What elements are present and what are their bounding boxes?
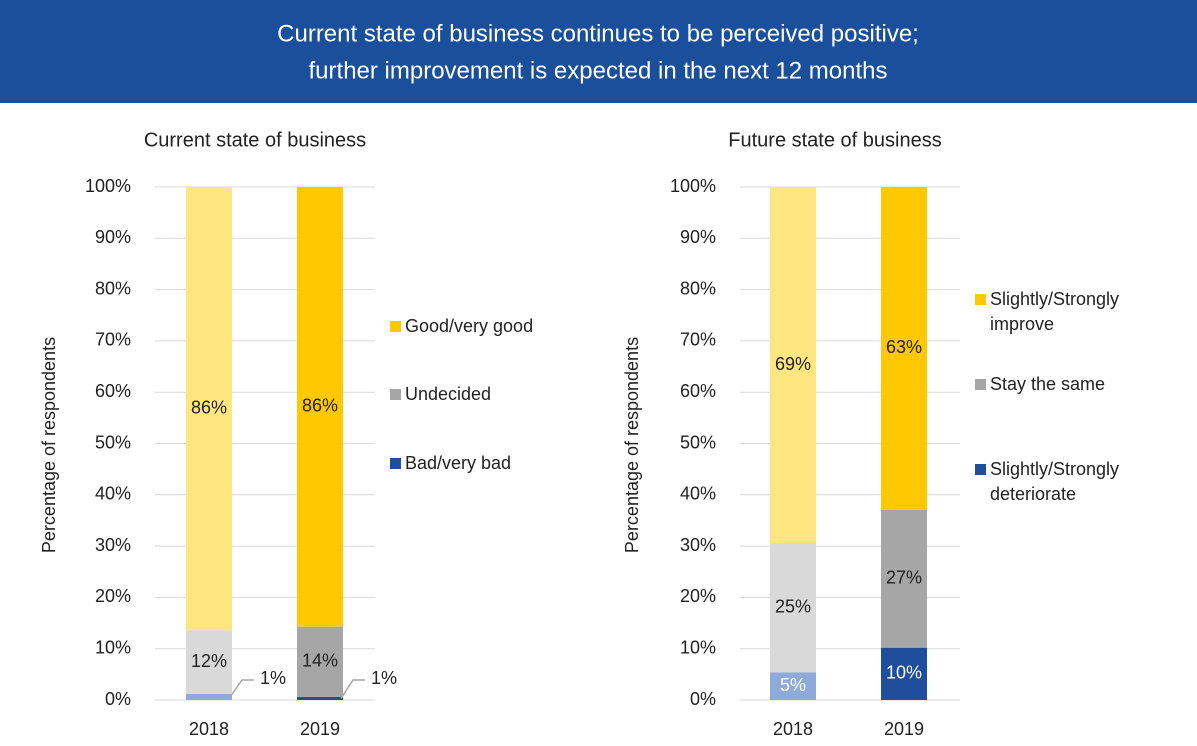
bar-segment — [186, 187, 232, 631]
header-title: Current state of business continues to b… — [277, 20, 919, 47]
chart-title: Future state of business — [728, 129, 941, 151]
bar-segment — [770, 672, 816, 700]
value-label: 86% — [191, 397, 227, 417]
bar-segment — [881, 647, 927, 700]
bar-segment — [770, 187, 816, 544]
legend-item: Bad/very bad — [390, 451, 590, 476]
value-label: 5% — [780, 675, 806, 695]
y-tick-label: 30% — [95, 535, 131, 555]
legend-item: Slightly/Strongly deteriorate — [975, 457, 1150, 507]
bar-segment — [297, 696, 343, 700]
bar-segment — [881, 187, 927, 510]
header-band — [0, 0, 1197, 103]
y-tick-label: 80% — [680, 278, 716, 298]
y-tick-label: 70% — [680, 330, 716, 350]
legend-item: Undecided — [390, 382, 590, 407]
header-title: further improvement is expected in the n… — [309, 57, 888, 84]
legend-label: Good/very good — [405, 316, 534, 336]
y-tick-label: 30% — [680, 535, 716, 555]
y-tick-label: 10% — [95, 637, 131, 657]
y-tick-label: 20% — [95, 586, 131, 606]
y-tick-label: 90% — [680, 227, 716, 247]
y-axis-label: Percentage of respondents — [39, 337, 59, 553]
legend-label: Slightly/Strongly improve — [990, 289, 1120, 334]
y-tick-label: 40% — [680, 484, 716, 504]
legend-item: Stay the same — [975, 372, 1150, 397]
value-label: 63% — [886, 337, 922, 357]
x-tick-label: 2019 — [300, 719, 340, 739]
value-label: 1% — [371, 668, 397, 688]
y-tick-label: 80% — [95, 278, 131, 298]
y-tick-label: 70% — [95, 330, 131, 350]
legend-item: Slightly/Strongly improve — [975, 287, 1150, 337]
bar-segment — [297, 626, 343, 697]
y-tick-label: 10% — [680, 637, 716, 657]
y-tick-label: 100% — [670, 176, 716, 196]
y-tick-label: 40% — [95, 484, 131, 504]
y-tick-label: 0% — [105, 689, 131, 709]
value-label: 27% — [886, 567, 922, 587]
y-tick-label: 60% — [680, 381, 716, 401]
legend-item: Good/very good — [390, 314, 590, 339]
value-label: 10% — [886, 663, 922, 683]
legend-label: Stay the same — [990, 374, 1106, 394]
bar-segment — [881, 509, 927, 648]
y-tick-label: 50% — [680, 432, 716, 452]
legend-swatch — [975, 379, 986, 390]
y-tick-label: 60% — [95, 381, 131, 401]
chart-title: Current state of business — [144, 129, 366, 151]
y-tick-label: 50% — [95, 432, 131, 452]
value-label: 12% — [191, 651, 227, 671]
legend-swatch — [390, 458, 401, 469]
bar-segment — [186, 693, 232, 700]
value-label: 25% — [775, 596, 811, 616]
value-label: 69% — [775, 354, 811, 374]
y-axis-label: Percentage of respondents — [622, 337, 642, 553]
bar-segment — [186, 630, 232, 694]
legend-label: Bad/very bad — [405, 453, 512, 473]
legend-swatch — [975, 294, 986, 305]
bar-segment — [297, 187, 343, 627]
x-tick-label: 2018 — [773, 719, 813, 739]
legend-swatch — [390, 321, 401, 332]
leader-line — [340, 679, 365, 699]
value-label: 1% — [260, 668, 286, 688]
y-tick-label: 100% — [85, 176, 131, 196]
bar-segment — [770, 543, 816, 673]
legend-swatch — [390, 389, 401, 400]
leader-line — [229, 679, 254, 698]
y-tick-label: 20% — [680, 586, 716, 606]
legend-swatch — [975, 464, 986, 475]
legend-label: Slightly/Strongly deteriorate — [990, 459, 1120, 504]
y-tick-label: 0% — [690, 689, 716, 709]
x-tick-label: 2018 — [189, 719, 229, 739]
x-tick-label: 2019 — [884, 719, 924, 739]
legend-label: Undecided — [405, 384, 492, 404]
value-label: 86% — [302, 396, 338, 416]
y-tick-label: 90% — [95, 227, 131, 247]
value-label: 14% — [302, 651, 338, 671]
